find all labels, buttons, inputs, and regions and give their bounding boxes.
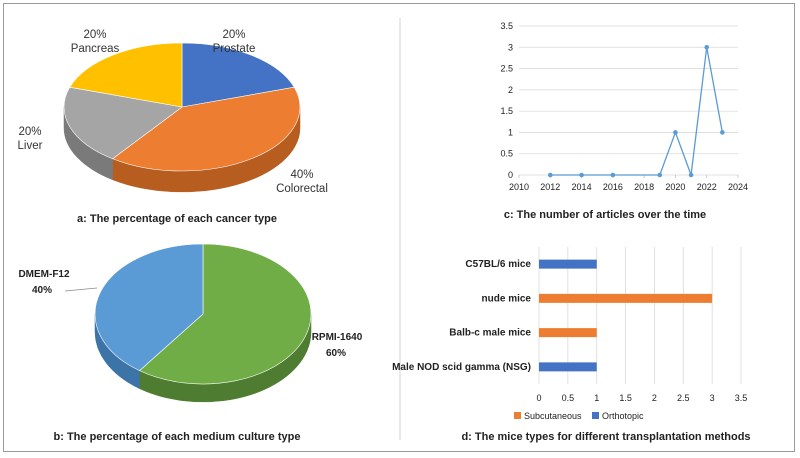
xtick-label: 3 <box>710 393 715 403</box>
pie-a-label-prostate: Prostate <box>213 43 256 55</box>
category-label-male-nod-scid-gamma-nsg: Male NOD scid gamma (NSG) <box>392 362 531 373</box>
pie-slice-colorectal <box>112 86 301 172</box>
panel-a-cancer-type-pie: 20% Prostate 40% Colorectal 20% Liver 20… <box>18 29 328 225</box>
pie-slice-liver <box>63 86 183 160</box>
pie-b-leader-line <box>64 287 98 292</box>
caption-c: c: The number of articles over the time <box>504 209 706 221</box>
ytick-label: 1.5 <box>500 106 513 116</box>
line-point-2021 <box>688 172 694 178</box>
xtick-label: 2020 <box>665 182 685 192</box>
xtick-label: 0.5 <box>562 393 575 403</box>
pie-a-label-colorectal-pct: 40% <box>290 169 313 181</box>
pie-a-label-colorectal: Colorectal <box>276 183 328 195</box>
bar-subcutaneous-balb-c-male-mice <box>539 328 597 338</box>
caption-a: a: The percentage of each cancer type <box>77 213 277 225</box>
ytick-label: 3 <box>508 42 513 52</box>
pie-a-slices <box>63 42 301 193</box>
bar-subcutaneous-nude-mice <box>539 293 713 303</box>
xtick-label: 1.5 <box>619 393 632 403</box>
legend-swatch-orthotopic <box>592 412 599 419</box>
line-point-2019 <box>657 172 663 178</box>
panel-b-medium-culture-pie: DMEM-F12 40% RPMI-1640 60% b: The percen… <box>18 243 363 443</box>
pie-slice-rpmi-1640 <box>138 243 312 385</box>
line-point-2016 <box>610 172 616 178</box>
xtick-label: 2 <box>652 393 657 403</box>
line-point-2012 <box>547 172 553 178</box>
xtick-label: 2024 <box>728 182 748 192</box>
line-point-2023 <box>720 130 725 135</box>
line-chart-c: 0 0.5 1 1.5 2 2.5 3 3.5 2010 2012 2014 2016 2018 2020… <box>500 21 748 192</box>
pie-a-label-prostate-pct: 20% <box>222 29 245 41</box>
line-point-2022 <box>704 44 710 50</box>
pie-b-label-dmem: DMEM-F12 <box>18 269 70 280</box>
line-series-articles <box>550 47 723 176</box>
legend-label-subcutaneous: Subcutaneous <box>524 411 582 421</box>
legend-swatch-subcutaneous <box>514 412 521 419</box>
xtick-label: 2014 <box>572 182 592 192</box>
bar-chart-d: 0 0.5 1 1.5 2 2.5 3 3.5 C57BL/6 mice nude mice Bal… <box>392 247 747 403</box>
xtick-label: 1 <box>594 393 599 403</box>
pie-a-label-liver-pct: 20% <box>18 126 41 138</box>
pie-slice-prostate <box>181 42 295 108</box>
pie-a-label-pancreas: Pancreas <box>71 43 120 55</box>
ytick-label: 2 <box>508 85 513 95</box>
bar-orthotopic-c57bl-6-mice <box>539 259 597 269</box>
xtick-label: 3.5 <box>735 393 748 403</box>
pie-b-label-rpmi: RPMI-1640 <box>312 332 363 343</box>
pie-a-label-pancreas-pct: 20% <box>83 29 106 41</box>
ytick-label: 3.5 <box>500 21 513 31</box>
xtick-label: 2022 <box>697 182 717 192</box>
figure-frame: 20% Prostate 40% Colorectal 20% Liver 20… <box>3 3 795 452</box>
pie-a-label-liver: Liver <box>18 140 43 152</box>
panel-d-mice-bar-chart: 0 0.5 1 1.5 2 2.5 3 3.5 C57BL/6 mice nude mice Bal… <box>392 247 751 443</box>
xtick-label: 2016 <box>603 182 623 192</box>
xtick-label: 0 <box>536 393 541 403</box>
legend-d: Subcutaneous Orthotopic <box>514 411 644 421</box>
bar-orthotopic-male-nod-scid-gamma-nsg <box>539 362 597 372</box>
panel-c-articles-line-chart: 0 0.5 1 1.5 2 2.5 3 3.5 2010 2012 2014 2016 2018 2020… <box>500 21 748 221</box>
category-label-c57bl-6-mice: C57BL/6 mice <box>465 259 531 270</box>
caption-d: d: The mice types for different transpla… <box>461 431 750 443</box>
pie-slice-dmem-f12 <box>94 243 204 371</box>
ytick-label: 1 <box>508 127 513 137</box>
pie-b-slices <box>94 243 312 403</box>
pie-b-label-dmem-pct: 40% <box>32 285 52 296</box>
line-point-2020 <box>673 130 678 135</box>
category-label-balb-c-male-mice: Balb-c male mice <box>449 328 531 339</box>
figure-canvas: 20% Prostate 40% Colorectal 20% Liver 20… <box>18 18 751 443</box>
caption-b: b: The percentage of each medium culture… <box>54 431 301 443</box>
line-point-2014 <box>579 172 584 178</box>
category-label-nude-mice: nude mice <box>482 293 532 304</box>
pie-slice-pancreas <box>69 42 183 108</box>
pie-b-label-rpmi-pct: 60% <box>326 348 346 359</box>
ytick-label: 0 <box>508 170 513 180</box>
xtick-label: 2010 <box>509 182 529 192</box>
legend-label-orthotopic: Orthotopic <box>602 411 644 421</box>
xtick-label: 2.5 <box>677 393 690 403</box>
ytick-label: 2.5 <box>500 64 513 74</box>
xtick-label: 2018 <box>634 182 654 192</box>
xtick-label: 2012 <box>540 182 560 192</box>
ytick-label: 0.5 <box>500 149 513 159</box>
